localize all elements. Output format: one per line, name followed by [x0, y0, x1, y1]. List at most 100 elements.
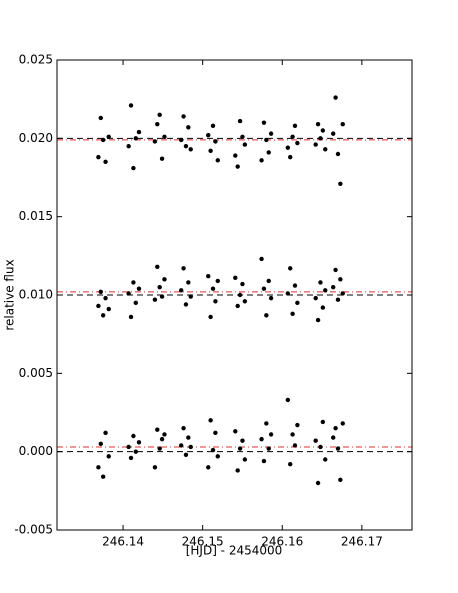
data-point — [157, 284, 162, 290]
data-point — [338, 181, 343, 186]
data-point — [338, 477, 343, 483]
data-point — [318, 444, 323, 450]
data-point — [292, 123, 298, 128]
data-point — [333, 267, 338, 273]
data-point — [106, 134, 111, 139]
data-point — [157, 446, 162, 451]
data-point — [188, 294, 193, 299]
data-point — [186, 125, 191, 130]
data-point — [290, 311, 295, 316]
data-point — [106, 306, 111, 312]
data-point — [215, 278, 220, 284]
data-point — [96, 303, 101, 309]
data-point — [268, 295, 274, 301]
data-point — [235, 468, 240, 473]
data-point — [242, 457, 248, 462]
data-point — [335, 297, 341, 302]
y-tick-label: 0.015 — [19, 209, 53, 223]
data-point — [206, 133, 211, 138]
data-point — [313, 438, 318, 443]
x-tick-label: 246.17 — [341, 535, 383, 549]
data-point — [335, 151, 341, 157]
data-point — [315, 480, 321, 486]
data-point — [100, 313, 106, 318]
data-point — [259, 256, 264, 262]
data-point — [103, 159, 108, 165]
data-point — [320, 305, 326, 310]
data-point — [103, 295, 108, 301]
data-point — [98, 289, 103, 295]
data-point — [285, 291, 291, 296]
data-point — [152, 139, 158, 144]
data-point — [318, 280, 323, 285]
y-tick-label: 0.005 — [19, 366, 53, 380]
x-tick-label: 246.15 — [182, 535, 224, 549]
data-point — [333, 425, 338, 431]
data-point — [126, 444, 131, 450]
data-point — [315, 317, 321, 323]
data-point — [266, 446, 271, 451]
data-point — [133, 136, 139, 141]
data-point — [261, 286, 267, 291]
data-point — [155, 264, 160, 269]
data-point — [323, 147, 328, 152]
data-point — [290, 134, 295, 139]
data-point — [242, 299, 248, 304]
x-tick-label: 246.14 — [102, 535, 144, 549]
data-point — [183, 302, 189, 307]
data-point — [288, 266, 293, 271]
data-point — [98, 441, 103, 447]
data-point — [295, 300, 300, 306]
data-point — [264, 137, 269, 143]
data-point — [295, 140, 300, 146]
data-point — [155, 427, 160, 432]
data-point — [181, 114, 186, 119]
data-point — [285, 397, 291, 403]
data-point — [320, 419, 326, 425]
y-tick-label: 0.000 — [19, 444, 53, 458]
y-tick-label: -0.005 — [14, 523, 53, 537]
data-point — [323, 288, 328, 293]
data-point — [208, 314, 213, 320]
data-point — [155, 122, 160, 127]
data-point — [330, 284, 336, 290]
x-tick-label: 246.16 — [261, 535, 303, 549]
data-point — [178, 288, 184, 293]
data-point — [233, 429, 238, 434]
data-point — [338, 277, 343, 282]
data-point — [261, 120, 267, 125]
data-point — [186, 435, 191, 440]
data-point — [320, 128, 326, 133]
data-point — [186, 280, 191, 285]
data-point — [131, 165, 136, 171]
data-point — [181, 425, 186, 431]
data-point — [133, 449, 139, 454]
data-point — [215, 454, 220, 459]
data-point — [159, 156, 165, 161]
data-point — [292, 283, 298, 288]
data-point — [288, 462, 293, 467]
data-point — [178, 443, 184, 448]
data-point — [188, 444, 193, 450]
data-point — [335, 446, 341, 451]
data-point — [136, 129, 142, 135]
y-axis-label: relative flux — [3, 259, 17, 330]
data-point — [233, 153, 238, 158]
data-point — [96, 465, 101, 470]
data-point — [159, 436, 165, 442]
data-point — [313, 295, 318, 301]
data-point — [162, 432, 167, 437]
data-point — [259, 436, 264, 442]
data-point — [128, 314, 134, 320]
data-point — [126, 143, 131, 149]
data-point — [237, 292, 243, 298]
y-tick-label: 0.025 — [19, 53, 53, 67]
data-point — [315, 122, 321, 127]
data-point — [213, 139, 218, 144]
data-point — [210, 123, 216, 128]
data-point — [181, 266, 186, 271]
data-point — [183, 143, 189, 149]
data-point — [330, 131, 336, 136]
data-point — [318, 136, 323, 141]
